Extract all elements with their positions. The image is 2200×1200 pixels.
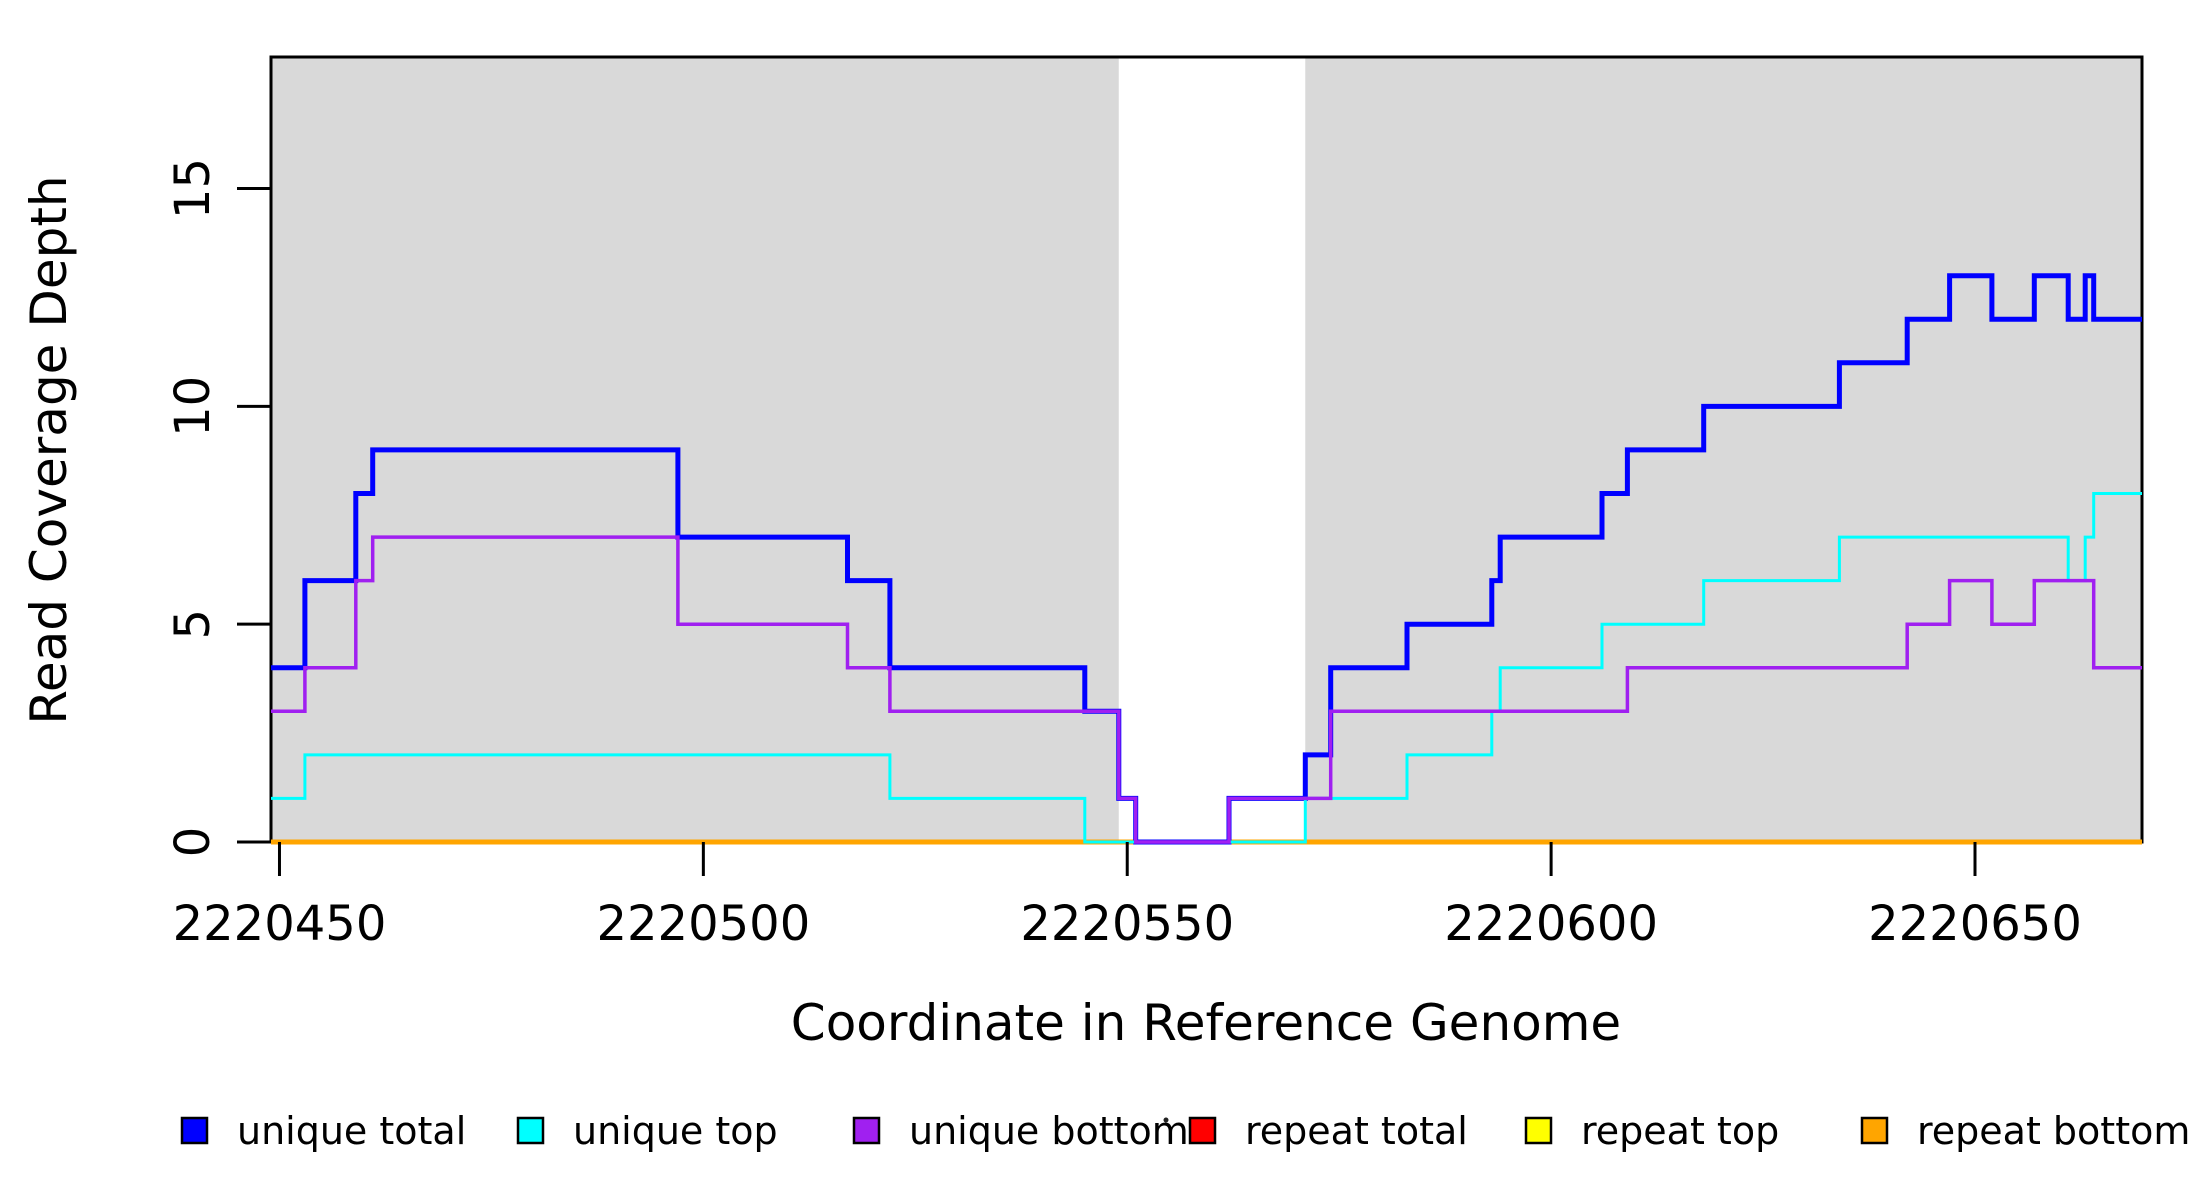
y-axis: 0 5 10 15 — [165, 158, 271, 857]
legend-label: unique top — [573, 1109, 778, 1153]
legend-item-repeat-total: repeat total — [1188, 1109, 1468, 1153]
x-tick-label: 2220650 — [1868, 896, 2082, 952]
x-tick-label: 2220500 — [596, 896, 810, 952]
coverage-series-layer — [271, 273, 2142, 845]
legend-item-unique-top: unique top — [516, 1109, 778, 1153]
x-tick-label: 2220450 — [173, 896, 387, 952]
covered-region-shading — [271, 57, 2142, 842]
legend-swatch — [1860, 1116, 1889, 1145]
legend-label: repeat bottom — [1917, 1109, 2190, 1153]
series-unique-bottom — [271, 535, 2142, 844]
y-tick-label: 5 — [165, 609, 221, 640]
legend-swatch — [180, 1116, 209, 1145]
legend-item-repeat-top: repeat top — [1524, 1109, 1779, 1153]
y-axis-title: Read Coverage Depth — [20, 175, 78, 724]
legend-label: repeat total — [1245, 1109, 1468, 1153]
legend-swatch — [852, 1116, 881, 1145]
legend-label: repeat top — [1581, 1109, 1779, 1153]
legend: unique total unique top unique bottom repea… — [180, 1109, 2190, 1153]
legend-swatch — [1524, 1116, 1553, 1145]
y-tick-label: 10 — [165, 376, 221, 437]
x-axis-title: Coordinate in Reference Genome — [791, 994, 1621, 1052]
legend-item-unique-bottom: unique bottom — [852, 1109, 1189, 1153]
legend-swatch — [1188, 1116, 1217, 1145]
y-tick-label: 0 — [165, 827, 221, 858]
series-unique-total — [271, 273, 2142, 845]
stray-dot — [1163, 1117, 1169, 1123]
x-tick-label: 2220600 — [1444, 896, 1658, 952]
covered-region — [1305, 57, 2142, 842]
y-tick-label: 15 — [165, 158, 221, 219]
x-tick-label: 2220550 — [1020, 896, 1234, 952]
legend-label: unique total — [237, 1109, 466, 1153]
legend-item-repeat-bottom: repeat bottom — [1860, 1109, 2190, 1153]
legend-swatch — [516, 1116, 545, 1145]
legend-item-unique-total: unique total — [180, 1109, 466, 1153]
x-axis: 2220450 2220500 2220550 2220600 2220650 — [173, 842, 2082, 952]
legend-label: unique bottom — [909, 1109, 1189, 1153]
